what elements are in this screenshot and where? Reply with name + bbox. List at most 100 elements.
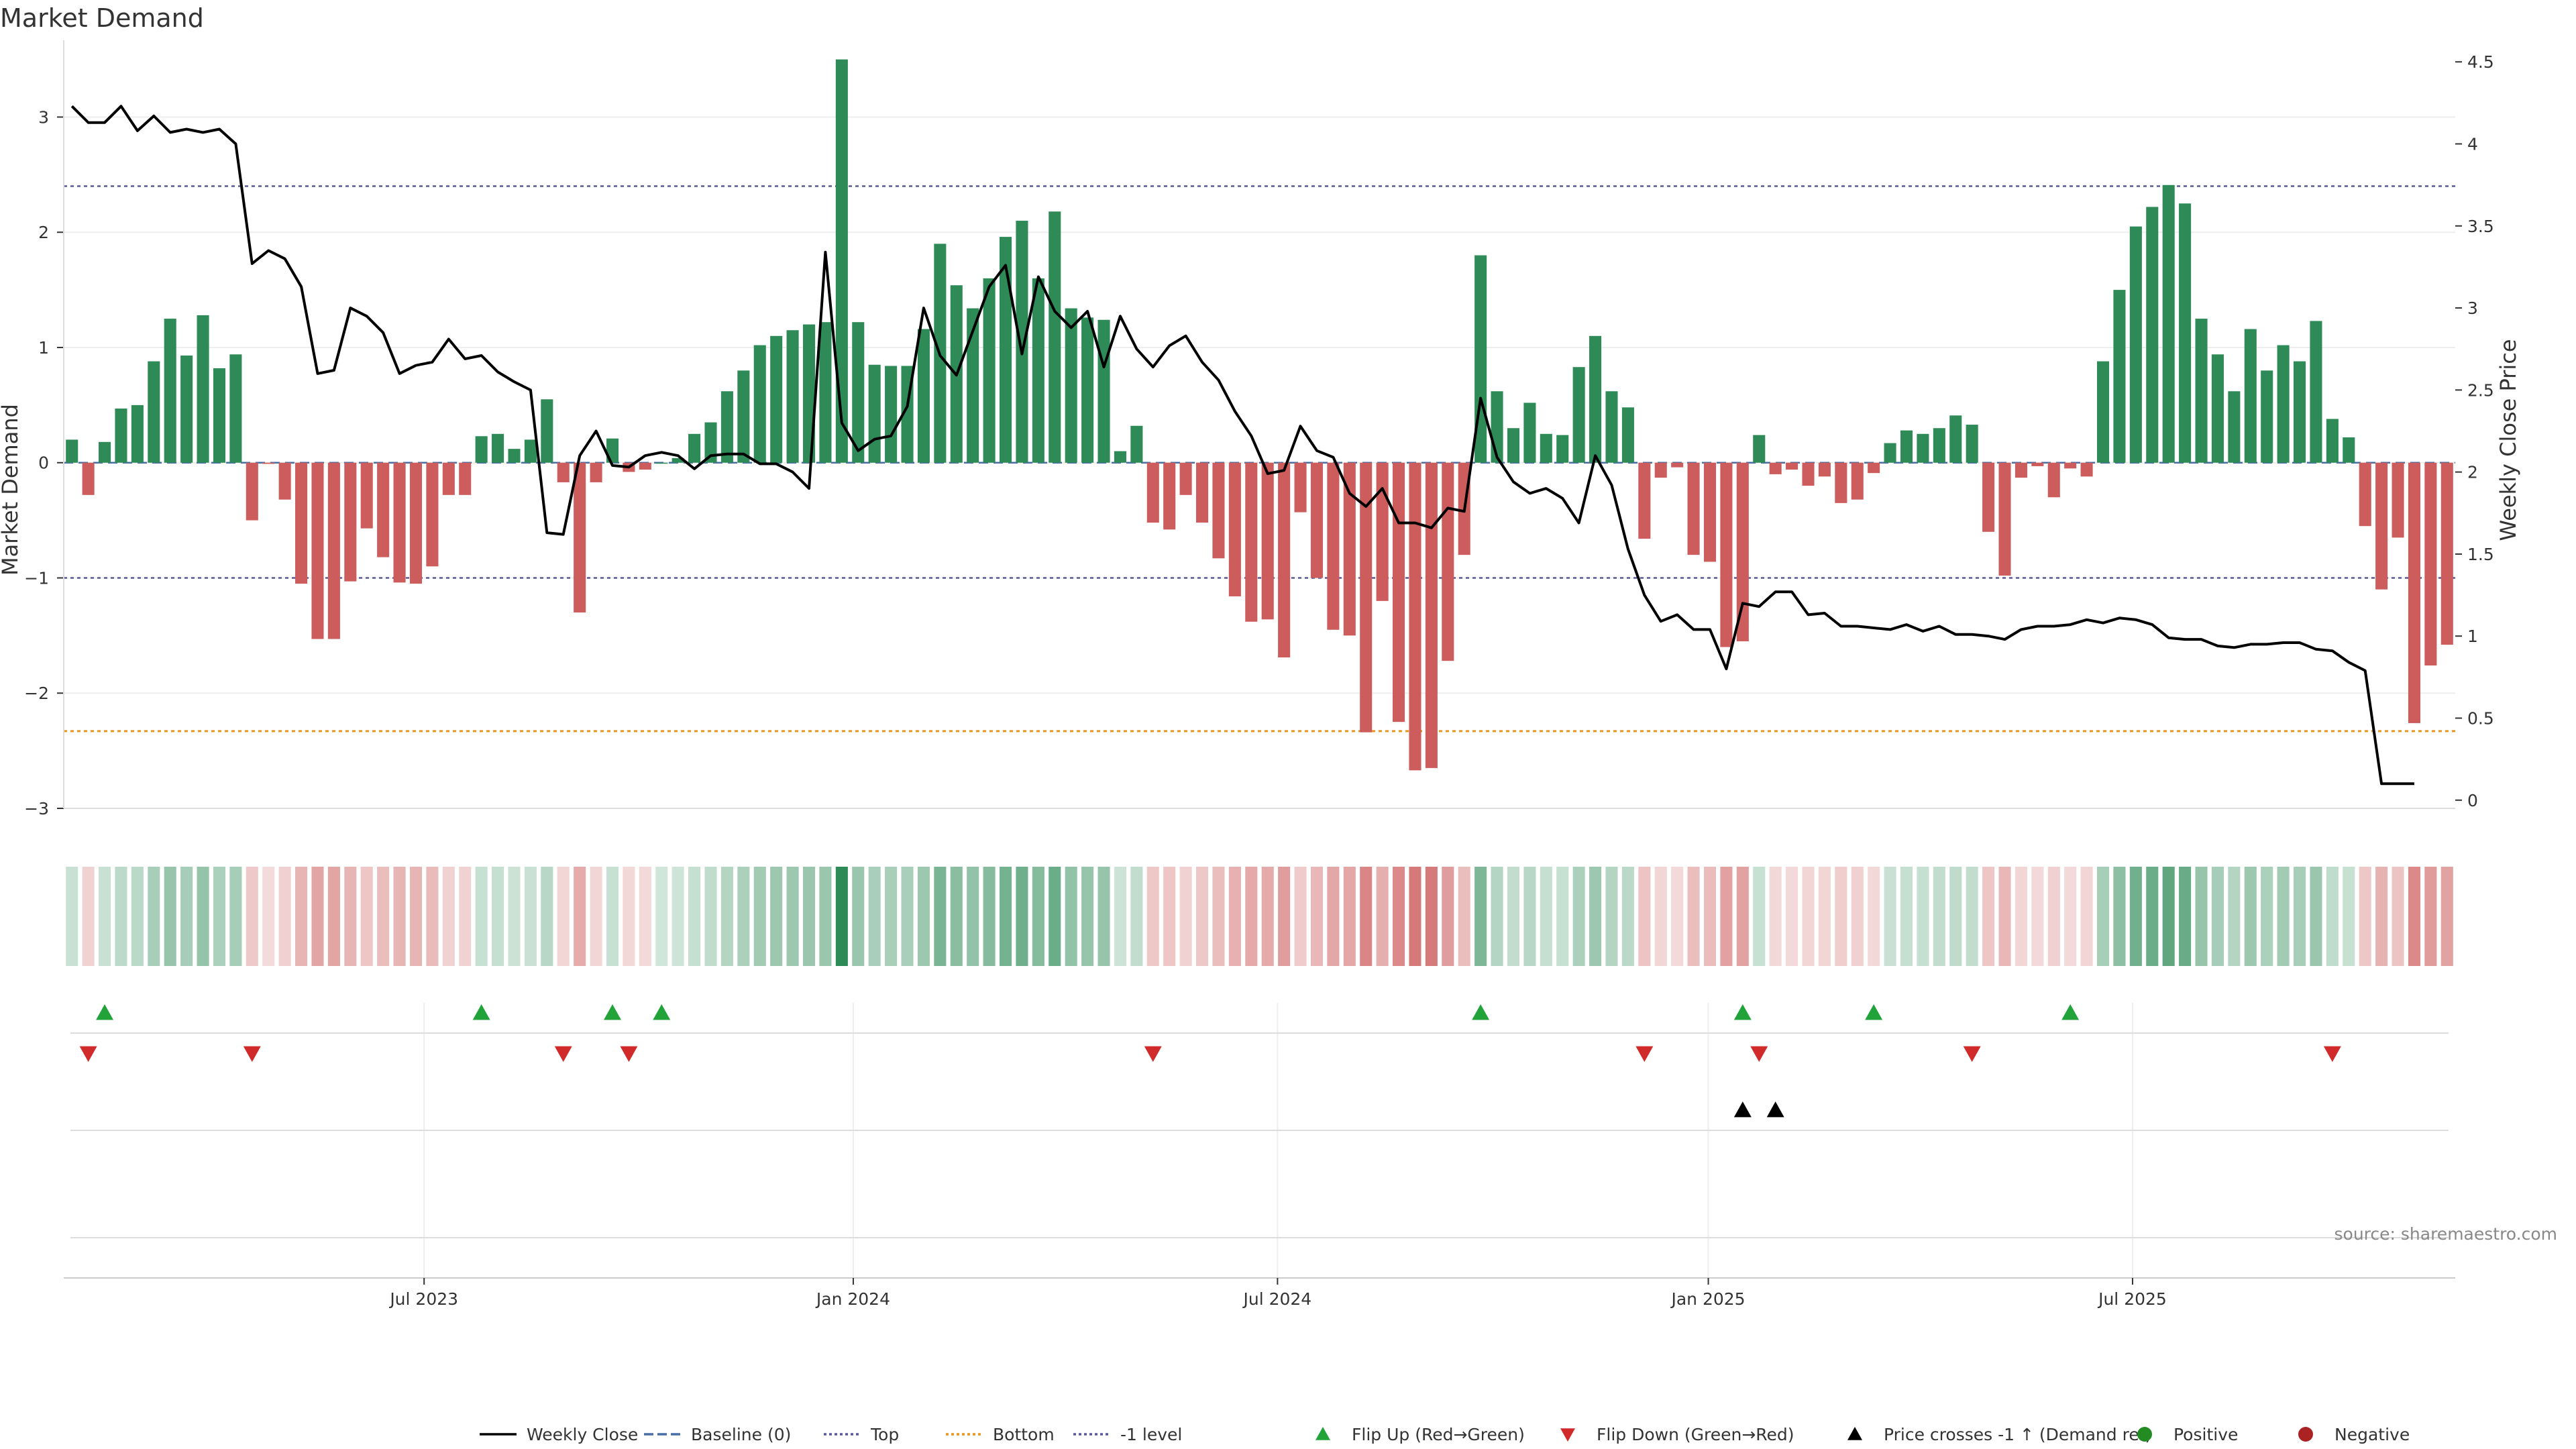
heat-cell	[1261, 867, 1274, 966]
heat-cell	[1491, 867, 1503, 966]
weekly-close-line	[70, 105, 2414, 786]
heat-cell	[1884, 867, 1896, 966]
heat-cell	[1786, 867, 1799, 966]
demand-bar	[1900, 430, 1913, 463]
heat-cell	[2047, 867, 2060, 966]
demand-bar	[377, 462, 390, 557]
price-cross-marker	[1766, 1102, 1784, 1118]
heat-cell	[1458, 867, 1470, 966]
demand-bar	[590, 462, 602, 482]
heat-cell	[1376, 867, 1389, 966]
heat-cell	[917, 867, 930, 966]
heat-cell	[901, 867, 914, 966]
demand-bar	[344, 462, 357, 582]
heat-cell	[1589, 867, 1602, 966]
heat-cell	[82, 867, 95, 966]
demand-bar	[672, 458, 684, 463]
heat-cell	[344, 867, 357, 966]
demand-bar	[2310, 321, 2322, 463]
legend-item: -1 level	[1073, 1425, 1182, 1444]
demand-bar	[999, 237, 1012, 463]
heat-cell	[2375, 867, 2388, 966]
heat-cell	[835, 867, 848, 966]
legend-item: Positive	[2137, 1425, 2238, 1444]
demand-bar	[737, 370, 750, 463]
demand-bar	[1818, 462, 1831, 477]
legend-swatch	[1560, 1428, 1575, 1442]
flip-up-marker	[603, 1004, 621, 1020]
heat-cell	[639, 867, 651, 966]
y2-tick-label: 1.5	[2467, 545, 2494, 564]
demand-bar	[1393, 462, 1405, 722]
legend-swatch	[2137, 1427, 2152, 1442]
flip-down-marker	[79, 1046, 97, 1062]
heat-cell	[1049, 867, 1061, 966]
heat-cell	[1114, 867, 1126, 966]
demand-bar	[2113, 290, 2126, 463]
heat-cell	[1278, 867, 1291, 966]
y2-tick-label: 2	[2467, 463, 2478, 482]
demand-bar	[1360, 462, 1373, 733]
y2-tick-label: 1	[2467, 627, 2478, 646]
demand-bar	[2375, 462, 2388, 590]
heat-cell	[99, 867, 111, 966]
y-tick-label: −3	[24, 799, 49, 818]
heat-cell	[557, 867, 570, 966]
heat-cell	[704, 867, 717, 966]
demand-bar	[720, 391, 733, 463]
heat-cell	[1818, 867, 1831, 966]
price-cross-marker	[1733, 1102, 1752, 1118]
demand-bar	[1917, 433, 1929, 463]
heat-cell	[131, 867, 144, 966]
demand-bar	[1966, 425, 1978, 463]
heat-cell	[1802, 867, 1815, 966]
demand-bar	[2129, 226, 2142, 463]
heat-cell	[753, 867, 766, 966]
heat-cell	[1540, 867, 1552, 966]
heat-cell	[1228, 867, 1241, 966]
heat-cell	[2064, 867, 2077, 966]
heat-cell	[148, 867, 160, 966]
legend-item: Flip Up (Red→Green)	[1316, 1425, 1525, 1444]
y2-tick-label: 3	[2467, 299, 2478, 318]
demand-bar	[2392, 462, 2404, 538]
demand-bar	[1245, 462, 1258, 622]
heat-cell	[1851, 867, 1864, 966]
demand-bar	[1654, 462, 1667, 478]
heat-cell	[2015, 867, 2027, 966]
demand-bar	[1278, 462, 1291, 657]
y2-tick-label: 0.5	[2467, 708, 2494, 728]
heat-cell	[1212, 867, 1225, 966]
demand-bar	[1572, 367, 1585, 463]
demand-bar	[1032, 278, 1044, 463]
demand-bar	[1409, 462, 1421, 771]
demand-bar	[2277, 345, 2290, 463]
y-tick-label: 0	[38, 453, 49, 473]
heat-cell	[115, 867, 127, 966]
heat-cell	[409, 867, 423, 966]
gridlines	[64, 116, 2455, 1278]
flip-up-marker	[1472, 1004, 1490, 1020]
heat-cell	[2261, 867, 2273, 966]
demand-bar	[1703, 462, 1717, 562]
demand-bar	[868, 364, 881, 463]
y2-axis-label: Weekly Close Price	[2496, 339, 2521, 541]
heat-cell	[442, 867, 455, 966]
demand-bar	[1851, 462, 1864, 500]
demand-bar	[197, 315, 209, 463]
axes: −3 −2 −1 0 1 2 3 0 0.5 1 1.5 2 2.5 3 3.5 4 4.5	[24, 40, 2494, 818]
heat-cell	[164, 867, 176, 966]
x-tick-label: Jul 2025	[2097, 1289, 2167, 1309]
legend-label: Baseline (0)	[691, 1425, 791, 1444]
heat-cell	[213, 867, 226, 966]
legend-item: Weekly Close	[480, 1425, 638, 1444]
heat-cell	[66, 867, 78, 966]
heat-cell	[311, 867, 324, 966]
legend-swatch	[1316, 1427, 1330, 1440]
heat-cell	[426, 867, 439, 966]
demand-bar	[295, 462, 308, 584]
demand-bar	[66, 439, 78, 463]
y-tick-label: −1	[24, 568, 49, 588]
demand-bar	[1130, 425, 1143, 463]
